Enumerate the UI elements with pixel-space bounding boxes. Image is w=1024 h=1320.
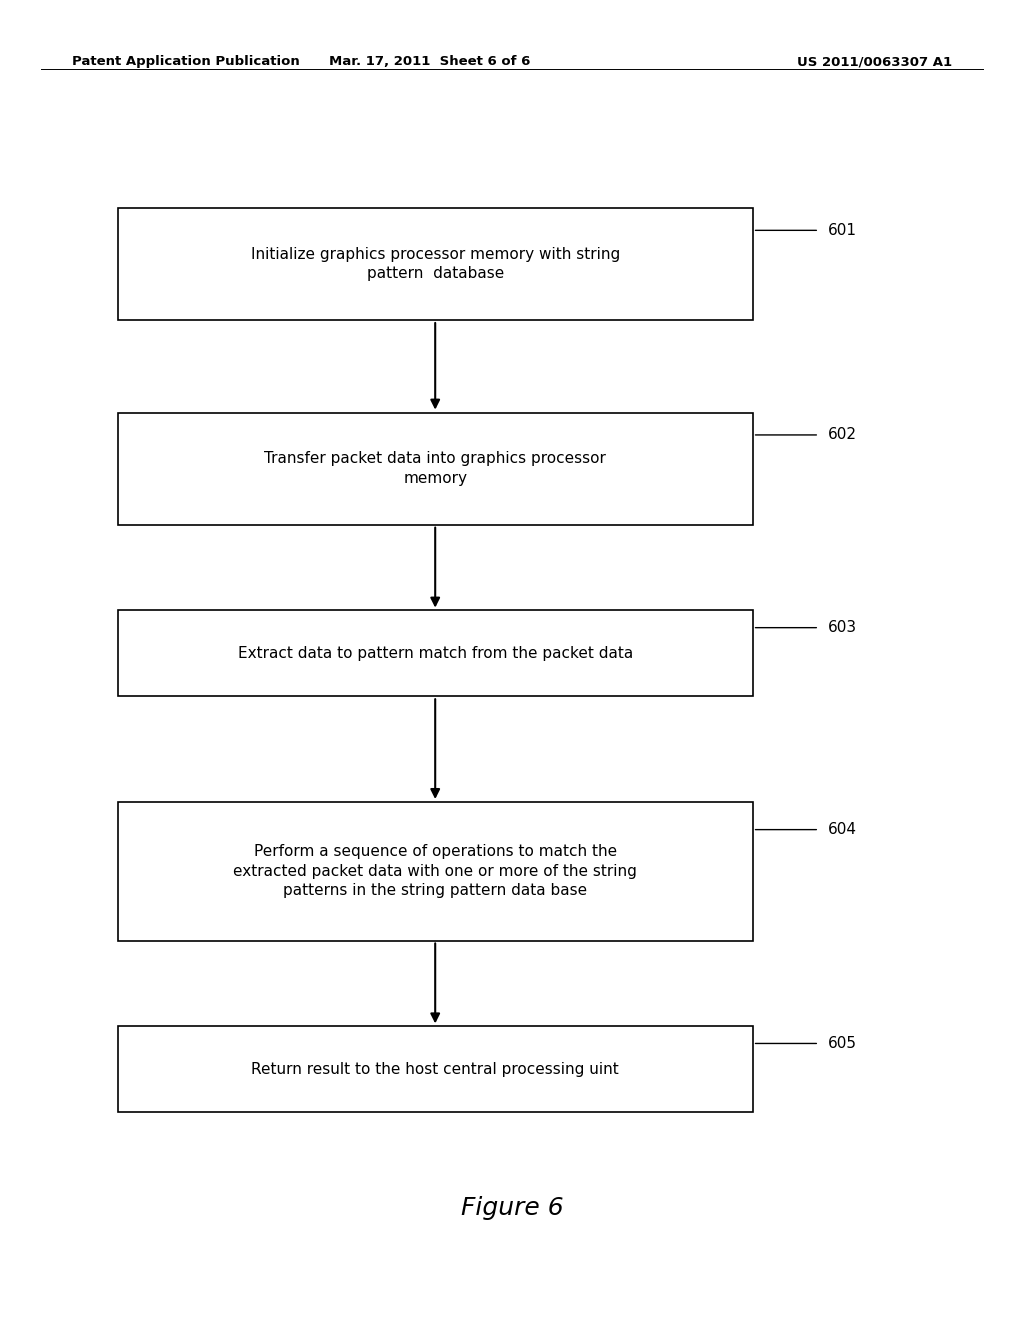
Text: 605: 605: [827, 1036, 856, 1051]
Text: Patent Application Publication: Patent Application Publication: [72, 55, 299, 69]
Bar: [118, 610, 753, 697]
Text: Extract data to pattern match from the packet data: Extract data to pattern match from the p…: [238, 645, 633, 661]
Text: Transfer packet data into graphics processor
memory: Transfer packet data into graphics proce…: [264, 451, 606, 486]
Text: 602: 602: [827, 428, 856, 442]
Text: Mar. 17, 2011  Sheet 6 of 6: Mar. 17, 2011 Sheet 6 of 6: [330, 55, 530, 69]
Text: Perform a sequence of operations to match the
extracted packet data with one or : Perform a sequence of operations to matc…: [233, 843, 637, 899]
Bar: [118, 412, 753, 524]
Text: 603: 603: [827, 620, 856, 635]
Text: US 2011/0063307 A1: US 2011/0063307 A1: [798, 55, 952, 69]
Text: Initialize graphics processor memory with string
pattern  database: Initialize graphics processor memory wit…: [251, 247, 620, 281]
Text: 604: 604: [827, 822, 856, 837]
Bar: [118, 801, 753, 940]
Text: 601: 601: [827, 223, 856, 238]
Text: Return result to the host central processing uint: Return result to the host central proces…: [251, 1061, 620, 1077]
Bar: [118, 1027, 753, 1111]
Text: Figure 6: Figure 6: [461, 1196, 563, 1220]
Bar: [118, 207, 753, 319]
